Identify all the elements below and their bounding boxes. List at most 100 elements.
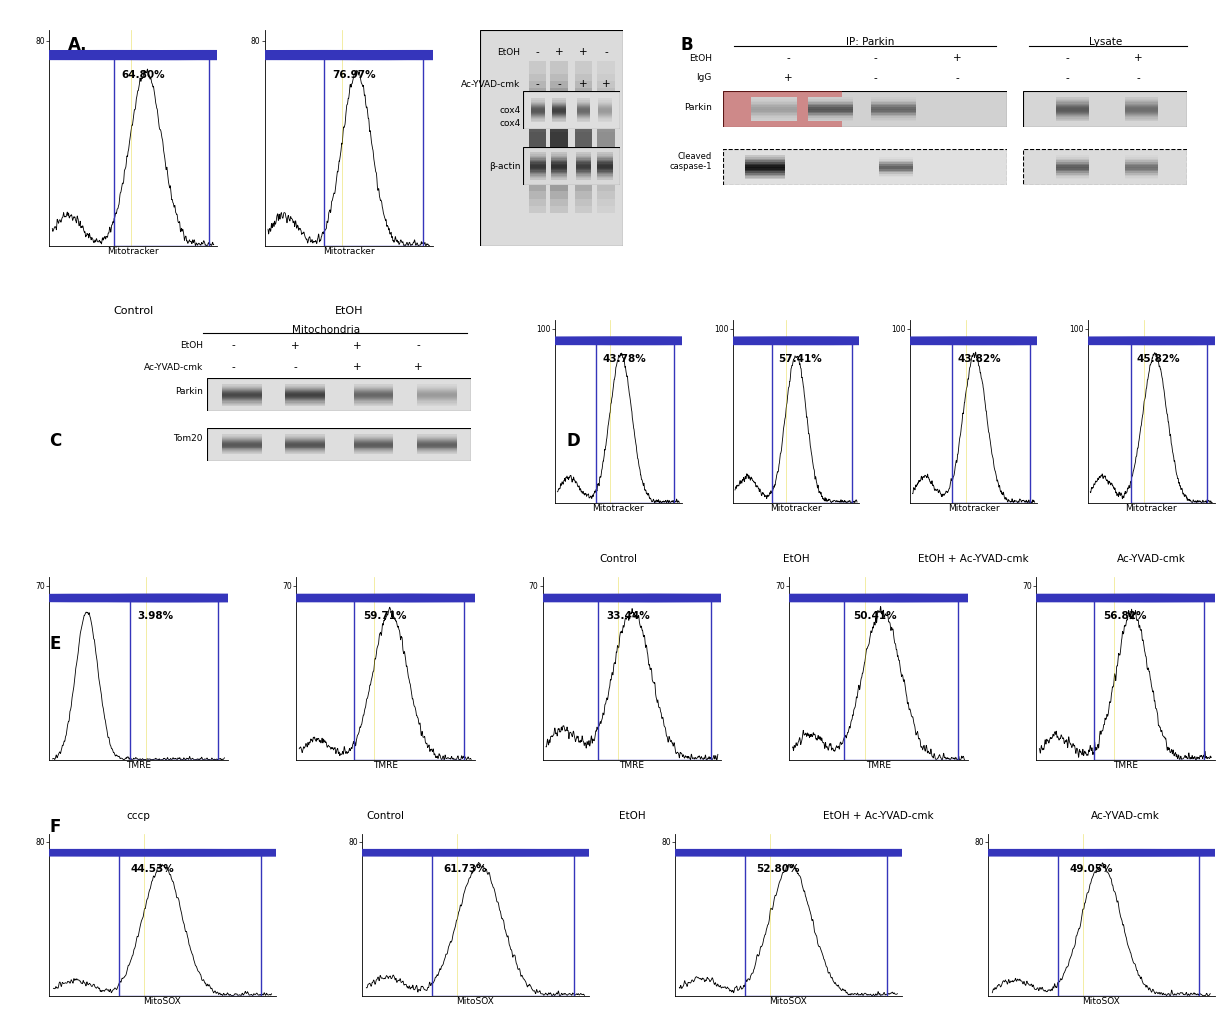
Circle shape	[137, 849, 1010, 856]
Circle shape	[826, 336, 1227, 345]
X-axis label: Mitotracker: Mitotracker	[771, 504, 822, 513]
Bar	[529, 200, 546, 213]
Text: D: D	[567, 432, 580, 450]
Bar	[529, 186, 546, 199]
Bar	[598, 171, 615, 184]
Bar	[598, 75, 615, 88]
Text: +: +	[352, 363, 361, 373]
Bar	[574, 75, 591, 88]
Bar	[551, 179, 568, 191]
Text: Ac-YVAD-cmk: Ac-YVAD-cmk	[144, 363, 202, 372]
Bar	[574, 61, 591, 73]
Bar	[574, 171, 591, 184]
Text: 64.80%: 64.80%	[121, 70, 164, 80]
Circle shape	[450, 849, 1227, 856]
Bar	[551, 82, 568, 96]
Text: 57.41%: 57.41%	[778, 354, 822, 364]
Bar	[529, 171, 546, 184]
Bar	[598, 598, 710, 760]
Text: -: -	[232, 363, 236, 373]
Bar	[574, 127, 591, 140]
Bar	[529, 156, 546, 170]
Bar	[529, 193, 546, 206]
Bar	[574, 200, 591, 213]
Bar	[432, 852, 573, 996]
Bar	[551, 193, 568, 206]
Bar	[551, 127, 568, 140]
Text: -: -	[956, 73, 960, 83]
Bar	[952, 340, 1029, 503]
Bar	[551, 61, 568, 73]
Text: -: -	[232, 340, 236, 351]
Bar	[529, 120, 546, 132]
Text: +: +	[953, 54, 962, 63]
Bar	[574, 193, 591, 206]
Text: -: -	[557, 79, 561, 89]
Bar	[551, 75, 568, 88]
Bar	[598, 134, 615, 147]
Bar	[529, 164, 546, 177]
Text: EtOH: EtOH	[783, 554, 810, 564]
Text: Cleaved
caspase-1: Cleaved caspase-1	[669, 152, 712, 172]
Text: Mitochondria: Mitochondria	[292, 325, 361, 335]
Text: 61.73%: 61.73%	[443, 865, 487, 874]
Circle shape	[0, 849, 867, 856]
Bar	[598, 141, 615, 154]
Bar	[551, 90, 568, 103]
Text: -: -	[874, 54, 877, 63]
Bar	[598, 149, 615, 162]
Circle shape	[794, 593, 1227, 602]
Circle shape	[547, 336, 1157, 345]
Text: 43.82%: 43.82%	[958, 354, 1001, 364]
Text: -: -	[1065, 73, 1069, 83]
Circle shape	[369, 336, 979, 345]
X-axis label: Mitotracker: Mitotracker	[593, 504, 644, 513]
Bar	[529, 149, 546, 162]
Circle shape	[0, 50, 531, 60]
Bar	[574, 120, 591, 132]
Text: EtOH: EtOH	[497, 48, 520, 57]
Bar	[114, 55, 209, 246]
Text: 33.44%: 33.44%	[606, 611, 650, 621]
X-axis label: Mitotracker: Mitotracker	[947, 504, 1000, 513]
X-axis label: MitoSOX: MitoSOX	[456, 997, 494, 1006]
X-axis label: TMRE: TMRE	[126, 761, 151, 770]
X-axis label: MitoSOX: MitoSOX	[769, 997, 807, 1006]
Bar	[598, 105, 615, 118]
Circle shape	[0, 849, 555, 856]
Text: 56.82%: 56.82%	[1103, 611, 1147, 621]
Bar	[551, 156, 568, 170]
Text: +: +	[601, 79, 610, 89]
Bar	[598, 156, 615, 170]
Circle shape	[647, 336, 1227, 345]
Bar	[598, 200, 615, 213]
Text: Ac-YVAD-cmk: Ac-YVAD-cmk	[1117, 554, 1185, 564]
Bar	[551, 98, 568, 111]
Circle shape	[544, 593, 1145, 602]
Text: 44.53%: 44.53%	[130, 865, 174, 874]
Circle shape	[656, 593, 1227, 602]
Bar	[551, 149, 568, 162]
Text: +: +	[415, 363, 423, 373]
Bar	[551, 171, 568, 184]
Text: -: -	[1065, 54, 1069, 63]
Text: 52.80%: 52.80%	[756, 865, 800, 874]
Text: EtOH: EtOH	[180, 341, 202, 351]
Text: Control: Control	[599, 554, 637, 564]
Bar	[844, 598, 958, 760]
Text: Parkin: Parkin	[683, 104, 712, 113]
Circle shape	[0, 593, 518, 602]
X-axis label: TMRE: TMRE	[866, 761, 891, 770]
Bar	[598, 164, 615, 177]
Text: Ac-YVAD-cmk: Ac-YVAD-cmk	[1091, 811, 1160, 821]
Circle shape	[0, 50, 437, 60]
Circle shape	[1, 50, 648, 60]
Text: 45.82%: 45.82%	[1136, 354, 1180, 364]
Text: -: -	[417, 340, 421, 351]
Text: -: -	[536, 79, 540, 89]
Text: Lysate: Lysate	[1088, 37, 1121, 47]
Bar	[598, 61, 615, 73]
Text: IP: Parkin: IP: Parkin	[847, 37, 894, 47]
Bar	[574, 164, 591, 177]
X-axis label: Mitotracker: Mitotracker	[107, 247, 158, 256]
